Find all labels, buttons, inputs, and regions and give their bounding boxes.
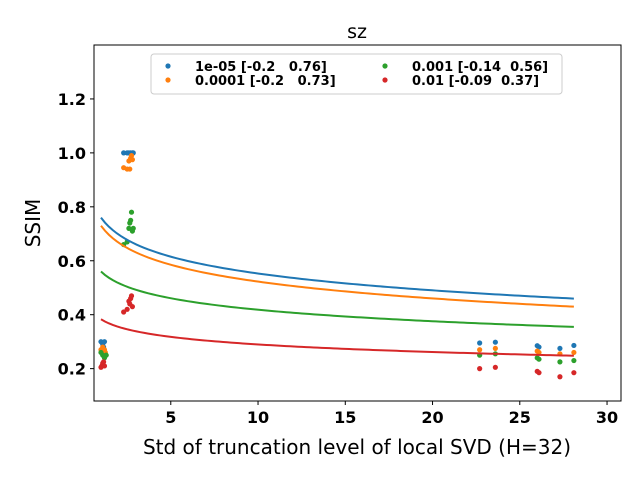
legend-label-series-1: 1e-05 [-0.2 0.76] xyxy=(195,60,327,75)
scatter-point-series-2 xyxy=(477,347,483,353)
scatter-point-series-3 xyxy=(571,357,577,364)
scatter-point-series-3 xyxy=(130,225,136,231)
x-tick-label: 25 xyxy=(509,408,531,427)
x-tick-label: 15 xyxy=(334,408,356,427)
scatter-point-series-4 xyxy=(557,374,563,380)
fit-line-series-2 xyxy=(100,225,574,308)
axis-ticks: 5 10 15 20 25 30 0.2 0.4 0.6 0.8 1.0 1.2 xyxy=(58,90,619,427)
legend-label-series-3: 0.001 [-0.14 0.56] xyxy=(412,60,548,75)
y-tick-label: 0.2 xyxy=(58,360,86,379)
scatter-point-series-2 xyxy=(492,345,498,352)
scatter-point-series-3 xyxy=(103,352,109,358)
scatter-point-series-1 xyxy=(557,345,563,352)
legend-marker-series-4 xyxy=(382,77,388,83)
fit-line-series-1 xyxy=(100,216,574,300)
legend-marker-series-3 xyxy=(382,63,388,69)
scatter-point-series-4 xyxy=(128,293,135,299)
scatter-point-series-1 xyxy=(536,344,542,350)
scatter-point-series-4 xyxy=(477,366,483,372)
y-tick-label: 1.2 xyxy=(58,90,86,109)
y-tick-label: 0.6 xyxy=(58,252,86,271)
scatter-point-series-2 xyxy=(128,152,135,159)
scatter-point-series-4 xyxy=(127,301,133,307)
y-tick-label: 1.0 xyxy=(58,144,86,163)
scatter-point-series-4 xyxy=(571,370,577,376)
scatter-point-series-1 xyxy=(477,340,483,346)
axes-frame xyxy=(93,44,622,402)
legend-marker-series-1 xyxy=(165,63,171,69)
x-tick-label: 30 xyxy=(596,408,618,427)
legend-marker-series-2 xyxy=(165,77,171,83)
scatter-point-series-3 xyxy=(557,359,563,365)
scatter-point-series-2 xyxy=(536,349,542,356)
scatter-point-series-2 xyxy=(129,157,135,163)
scatter-point-series-2 xyxy=(127,166,133,172)
scatter-point-series-3 xyxy=(128,209,135,215)
fit-line-series-4 xyxy=(100,318,574,357)
scatter-point-series-1 xyxy=(571,342,577,349)
legend: 1e-05 [-0.2 0.76]0.0001 [-0.2 0.73] 0.001… xyxy=(150,53,563,95)
plot-area xyxy=(98,150,577,380)
x-tick-label: 5 xyxy=(165,408,176,427)
y-tick-label: 0.4 xyxy=(58,306,86,325)
legend-box xyxy=(150,53,563,95)
scatter-point-series-4 xyxy=(100,359,107,365)
scatter-point-series-4 xyxy=(536,370,542,376)
chart-title: sz xyxy=(347,21,367,43)
scatter-point-series-4 xyxy=(492,364,498,370)
scatter-point-series-3 xyxy=(536,356,542,362)
scatter-point-series-4 xyxy=(101,363,108,369)
legend-label-series-4: 0.01 [-0.09 0.37] xyxy=(412,74,539,89)
x-tick-label: 20 xyxy=(421,408,443,427)
scatter-point-series-4 xyxy=(124,306,130,312)
fit-line-series-3 xyxy=(100,270,574,328)
y-axis-label: SSIM xyxy=(21,199,45,248)
scatter-point-series-1 xyxy=(101,339,108,345)
legend-label-series-2: 0.0001 [-0.2 0.73] xyxy=(195,74,336,89)
scatter-point-series-2 xyxy=(571,349,577,356)
x-tick-label: 10 xyxy=(247,408,269,427)
y-tick-label: 0.8 xyxy=(58,198,86,217)
x-axis-label: Std of truncation level of local SVD (H=… xyxy=(143,435,571,459)
scatter-point-series-1 xyxy=(492,339,498,345)
scatter-point-series-3 xyxy=(127,220,133,226)
